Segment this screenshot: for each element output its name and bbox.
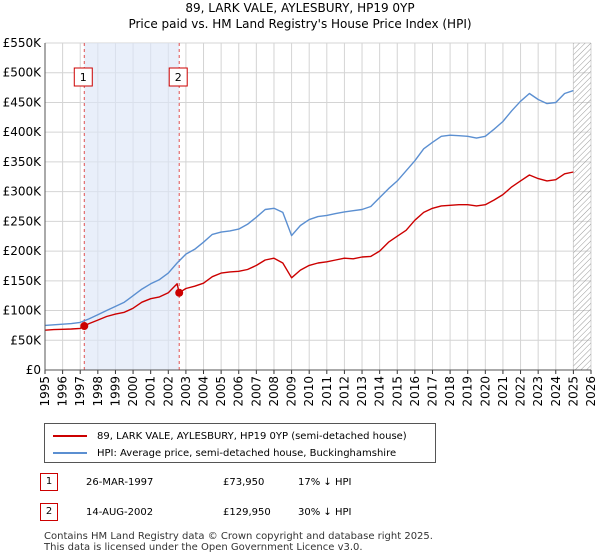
x-tick-label: 2004: [197, 376, 211, 407]
series-lines: [45, 89, 574, 331]
sale-row: 2 14-AUG-2002 £129,950 30% ↓ HPI: [40, 503, 400, 523]
sale-date: 26-MAR-1997: [86, 477, 154, 488]
series-line-property: [45, 171, 574, 331]
chart-title: 89, LARK VALE, AYLESBURY, HP19 0YP Price…: [0, 0, 600, 32]
x-tick-label: 2008: [267, 376, 281, 407]
footer-line-1: Contains HM Land Registry data © Crown c…: [44, 531, 433, 542]
x-tick-label: 2001: [144, 376, 158, 407]
y-tick-label: £250K: [3, 214, 43, 228]
y-tick-label: £50K: [10, 333, 42, 347]
ownership-shade: [84, 43, 180, 370]
x-tick-label: 2025: [566, 376, 580, 407]
x-tick-label: 2007: [249, 376, 263, 407]
y-tick-label: £550K: [3, 36, 43, 50]
x-tick-label: 1996: [56, 376, 70, 407]
series-line-hpi: [45, 89, 574, 327]
x-tick-label: 2000: [126, 376, 140, 407]
sale-hpi-diff: 30% ↓ HPI: [298, 507, 352, 518]
x-tick-label: 2015: [390, 376, 404, 407]
sale-label-box: [73, 67, 93, 87]
x-tick-label: 2002: [161, 376, 175, 407]
footer-line-2: This data is licensed under the Open Gov…: [44, 542, 363, 553]
x-tick-label: 1997: [73, 376, 87, 407]
x-tick-label: 2013: [355, 376, 369, 407]
sale-label-number: 2: [175, 71, 182, 84]
x-tick-label: 2010: [302, 376, 316, 407]
x-tick-label: 2009: [285, 376, 299, 407]
shaded-ownership-period: [83, 43, 591, 370]
title-subtitle: Price paid vs. HM Land Registry's House …: [128, 17, 472, 31]
legend-item-hpi: HPI: Average price, semi-detached house,…: [53, 446, 396, 460]
legend-line-property: [53, 435, 87, 437]
projection-hatch: [573, 43, 591, 370]
sale-number-badge: 1: [40, 473, 58, 491]
legend-line-hpi: [53, 452, 87, 454]
x-tick-label: 2023: [531, 376, 545, 407]
y-tick-label: £300K: [3, 185, 43, 199]
y-tick-label: £350K: [3, 155, 43, 169]
x-tick-label: 2016: [408, 376, 422, 407]
x-tick-label: 2012: [337, 376, 351, 407]
sale-point: [175, 288, 184, 297]
y-tick-label: £500K: [3, 66, 43, 80]
sale-number-badge: 2: [40, 503, 58, 521]
title-address: 89, LARK VALE, AYLESBURY, HP19 0YP: [185, 1, 415, 15]
sale-date: 14-AUG-2002: [86, 507, 154, 518]
x-tick-label: 2011: [320, 376, 334, 407]
y-tick-label: £400K: [3, 125, 43, 139]
legend-item-property: 89, LARK VALE, AYLESBURY, HP19 0YP (semi…: [53, 429, 407, 443]
y-tick-label: £450K: [3, 95, 43, 109]
x-tick-label: 2003: [179, 376, 193, 407]
sale-label-box: [168, 67, 188, 87]
x-tick-label: 2006: [232, 376, 246, 407]
sale-row: 1 26-MAR-1997 £73,950 17% ↓ HPI: [40, 473, 400, 493]
x-tick-label: 2019: [461, 376, 475, 407]
y-tick-label: £200K: [3, 244, 43, 258]
legend-label-hpi: HPI: Average price, semi-detached house,…: [97, 447, 397, 459]
sale-price: £73,950: [223, 477, 265, 488]
sale-hpi-diff: 17% ↓ HPI: [298, 477, 352, 488]
legend: 89, LARK VALE, AYLESBURY, HP19 0YP (semi…: [44, 423, 436, 463]
x-tick-label: 1995: [38, 376, 52, 407]
footer-attribution: Contains HM Land Registry data © Crown c…: [44, 531, 433, 553]
y-tick-label: £100K: [3, 304, 43, 318]
x-tick-label: 2020: [478, 376, 492, 407]
x-tick-label: 2005: [214, 376, 228, 407]
x-tick-label: 2021: [496, 376, 510, 407]
x-tick-label: 2022: [514, 376, 528, 407]
x-tick-label: 1999: [108, 376, 122, 407]
sale-price: £129,950: [223, 507, 271, 518]
x-tick-label: 2014: [373, 376, 387, 407]
x-tick-label: 2026: [584, 376, 598, 407]
sale-label-number: 1: [80, 71, 87, 84]
x-tick-label: 2017: [425, 376, 439, 407]
x-tick-label: 2024: [549, 376, 563, 407]
x-tick-label: 2018: [443, 376, 457, 407]
legend-label-property: 89, LARK VALE, AYLESBURY, HP19 0YP (semi…: [97, 430, 407, 442]
y-tick-label: £150K: [3, 274, 43, 288]
y-tick-label: £0: [26, 363, 41, 377]
x-tick-label: 1998: [91, 376, 105, 407]
axes: £0 £50K £100K £150K £200K £250K £300K £350K £400…: [3, 36, 598, 407]
sale-point: [80, 322, 89, 331]
